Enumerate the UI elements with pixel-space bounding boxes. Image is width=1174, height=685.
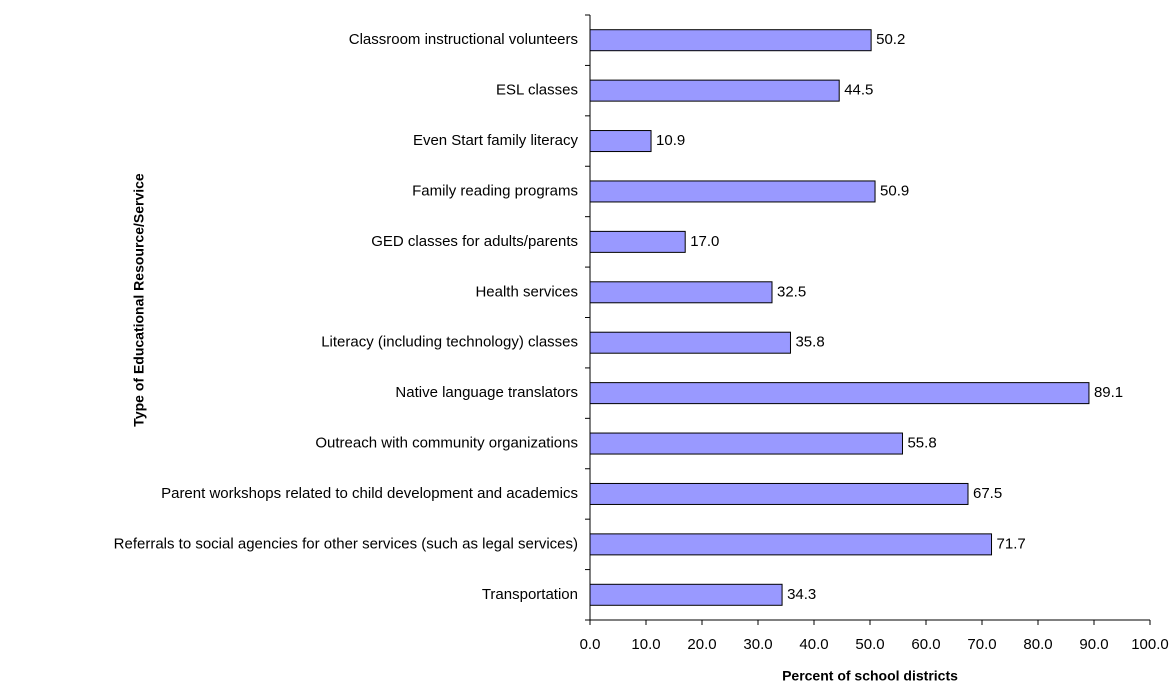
bar — [589, 331, 791, 354]
data-label: 50.9 — [880, 182, 909, 199]
y-tick-label: Health services — [475, 283, 578, 300]
data-label: 44.5 — [844, 82, 873, 99]
x-axis-title: Percent of school districts — [782, 668, 958, 684]
bar — [589, 482, 969, 505]
bar — [589, 180, 876, 203]
y-tick-label: Referrals to social agencies for other s… — [114, 535, 578, 552]
data-label: 50.2 — [876, 31, 905, 48]
bar — [589, 130, 652, 153]
data-label: 10.9 — [656, 132, 685, 149]
y-tick-label: Classroom instructional volunteers — [349, 31, 578, 48]
x-tick-label: 10.0 — [631, 636, 660, 653]
x-tick-label: 40.0 — [799, 636, 828, 653]
y-axis-title: Type of Educational Resource/Service — [131, 173, 147, 427]
bar — [589, 583, 783, 606]
y-tick-label: ESL classes — [496, 82, 578, 99]
y-tick-label: Parent workshops related to child develo… — [161, 485, 578, 502]
data-label: 71.7 — [997, 535, 1026, 552]
y-tick-label: Family reading programs — [412, 182, 578, 199]
x-tick-label: 50.0 — [855, 636, 884, 653]
data-label: 35.8 — [795, 334, 824, 351]
data-label: 89.1 — [1094, 384, 1123, 401]
y-tick-label: GED classes for adults/parents — [371, 233, 578, 250]
x-tick-label: 100.0 — [1131, 636, 1169, 653]
data-label: 55.8 — [907, 435, 936, 452]
bar — [589, 230, 686, 253]
bar — [589, 29, 872, 52]
x-tick-label: 30.0 — [743, 636, 772, 653]
x-tick-label: 0.0 — [580, 636, 601, 653]
x-tick-label: 80.0 — [1023, 636, 1052, 653]
bar — [589, 432, 903, 455]
bar — [589, 281, 773, 304]
bar — [589, 382, 1090, 405]
y-tick-label: Transportation — [482, 586, 578, 603]
y-tick-label: Even Start family literacy — [413, 132, 579, 149]
y-tick-label: Native language translators — [395, 384, 578, 401]
y-tick-label: Outreach with community organizations — [315, 435, 578, 452]
y-tick-label: Literacy (including technology) classes — [321, 334, 578, 351]
data-label: 17.0 — [690, 233, 719, 250]
data-label: 32.5 — [777, 283, 806, 300]
data-label: 67.5 — [973, 485, 1002, 502]
bar — [589, 533, 993, 556]
x-tick-label: 70.0 — [967, 636, 996, 653]
x-tick-label: 60.0 — [911, 636, 940, 653]
x-tick-label: 90.0 — [1079, 636, 1108, 653]
x-tick-label: 20.0 — [687, 636, 716, 653]
data-label: 34.3 — [787, 586, 816, 603]
bar — [589, 79, 840, 102]
